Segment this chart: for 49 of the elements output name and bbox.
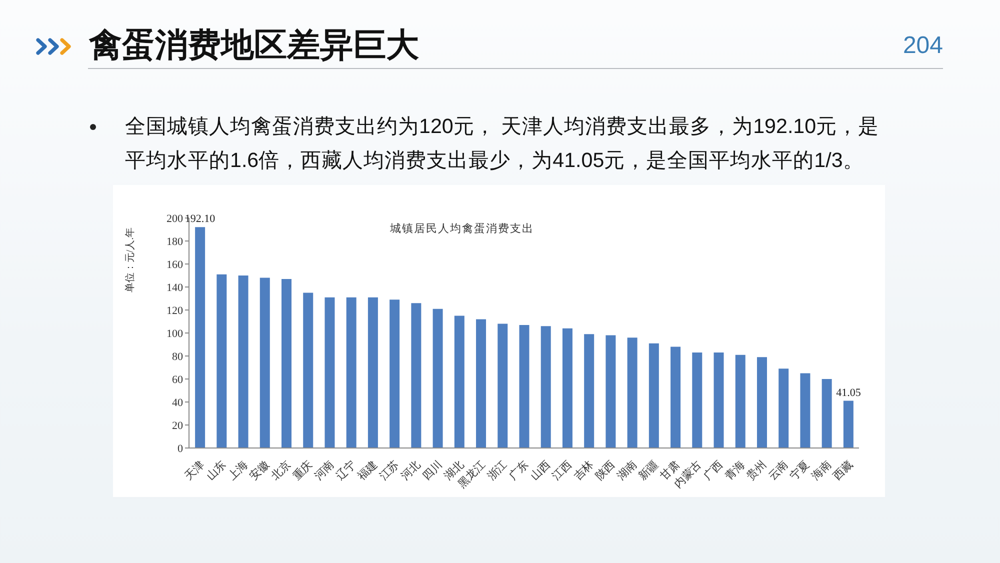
bar [519, 324, 530, 448]
bar [756, 357, 767, 448]
bar [195, 227, 206, 448]
bar [627, 338, 638, 448]
bar [714, 352, 724, 448]
bar [282, 278, 292, 448]
text: 204 [902, 32, 943, 59]
bar [454, 316, 464, 448]
bar [390, 300, 400, 448]
bar [432, 308, 443, 448]
bar [238, 276, 248, 448]
y-tick-label: 120 [166, 304, 184, 317]
bar [584, 334, 594, 448]
bar [670, 346, 681, 448]
bar [606, 335, 616, 448]
bar [498, 324, 508, 448]
y-tick-label: 40 [172, 396, 184, 409]
y-tick-label: 100 [166, 328, 184, 340]
bar [822, 379, 832, 448]
y-tick-label: 200 [166, 212, 184, 225]
y-tick-label: 140 [166, 282, 184, 294]
y-tick-label: 180 [166, 236, 184, 248]
bar [648, 343, 659, 448]
bar [216, 274, 227, 448]
data-label: 192.10 [184, 213, 216, 226]
bar [303, 292, 314, 448]
chart-title: 禽蛋消费地区差异巨大 [89, 26, 419, 63]
bar [778, 368, 789, 448]
y-tick-label: 60 [172, 374, 184, 386]
bar [476, 319, 486, 448]
data-label: 41.05 [836, 386, 862, 399]
bar [562, 328, 572, 448]
bar [260, 278, 270, 448]
bar [346, 297, 356, 448]
y-tick-label: 0 [178, 442, 184, 455]
bar [735, 354, 746, 448]
chart-subtitle: 城镇居民人均禽蛋消费支出 [390, 223, 534, 235]
bar [540, 326, 551, 448]
bar [324, 297, 335, 448]
y-tick-label: 20 [172, 420, 184, 432]
y-tick-label: 80 [172, 350, 184, 363]
bar [800, 373, 810, 448]
bar [692, 352, 702, 448]
y-tick-label: 160 [166, 258, 184, 271]
text: 全国城镇人均禽蛋消费支出约为120元， 天津人均消费支出最多，为192.10元，是平均水平的1.6倍，西藏人均消费支出最少，为41.05元，是全国平均水平的1/3。 [125, 115, 880, 172]
bar [843, 400, 854, 448]
y-axis-title: 单位：元/人.年 [125, 227, 136, 293]
bar [368, 297, 378, 448]
bar [411, 303, 422, 448]
